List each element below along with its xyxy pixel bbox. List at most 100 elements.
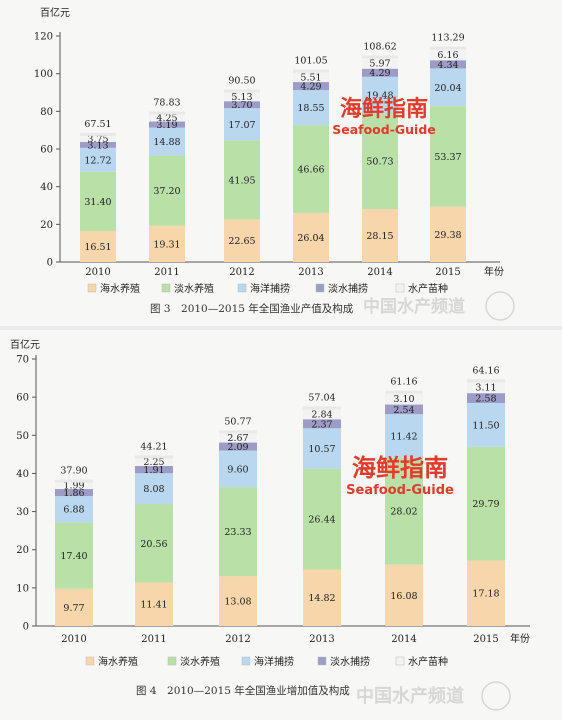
bar-value-label: 2.58 (475, 394, 496, 405)
legend-swatch (315, 283, 325, 293)
watermark-text-en: Seafood-Guide (346, 483, 454, 498)
legend-label: 海水养殖 (100, 282, 140, 295)
bar-value-label: 20.56 (140, 539, 167, 550)
bar-value-label: 19.48 (366, 91, 393, 102)
bar-value-label: 14.82 (308, 593, 335, 604)
y-axis-unit-label: 百亿元 (10, 338, 40, 351)
bar-top-cap (55, 479, 93, 483)
bar-segment (149, 121, 185, 128)
x-tick-label: 2010 (61, 634, 86, 645)
bar-value-label: 5.97 (369, 59, 390, 70)
bar-top-cap (149, 111, 185, 115)
bar-value-label: 9.77 (63, 603, 84, 614)
bar-segment (135, 457, 173, 466)
chart-panel-value-added: 百亿元 0 10 20 30 40 50 60 70 9.77 17.40 6.88 1.86 1.99 3… (0, 330, 562, 720)
legend-label: 水产苗种 (408, 282, 448, 295)
y-tick-label: 20 (40, 220, 53, 231)
bar-value-label: 2.54 (393, 405, 414, 416)
bar-value-label: 3.75 (87, 134, 108, 145)
legend-label: 海洋捕捞 (250, 282, 290, 295)
bar-value-label: 8.08 (143, 484, 164, 495)
bar-total-label: 37.90 (60, 465, 87, 476)
bar-segment (55, 522, 93, 589)
bar-value-label: 1.86 (63, 488, 84, 499)
bar-segment (219, 442, 257, 451)
bar-value-label: 3.11 (475, 383, 496, 394)
bar-segment (293, 71, 329, 83)
chart-panel-production-value: 百亿元 0 20 40 60 80 100 120 16.51 31.40 12.72 3.13 3.7… (0, 0, 562, 326)
bar-value-label: 19.31 (153, 239, 180, 250)
bar-total-label: 101.05 (294, 56, 327, 67)
bar-segment (303, 468, 341, 570)
bar-value-label: 23.33 (224, 527, 251, 538)
bar-value-label: 31.40 (84, 197, 111, 208)
bar-value-label: 28.15 (366, 231, 393, 242)
bar-top-cap (303, 406, 341, 410)
bar-segment (224, 108, 260, 141)
bar-value-label: 29.38 (434, 230, 461, 241)
bar-segment (303, 419, 341, 429)
bar-value-label: 2.37 (311, 419, 332, 430)
bar-value-label: 16.51 (84, 242, 111, 253)
bar-value-label: 13.08 (224, 597, 251, 608)
bar-value-label: 12.72 (84, 155, 111, 166)
bar-segment (293, 212, 329, 262)
bar-value-label: 5.13 (231, 92, 252, 103)
bar-segment (303, 569, 341, 626)
legend-swatch (395, 283, 405, 293)
bar-segment (80, 230, 116, 262)
bar-segment (219, 432, 257, 443)
y-axis-unit-label: 百亿元 (40, 6, 70, 19)
bar-segment (303, 428, 341, 469)
bar-segment (467, 402, 505, 447)
bar-value-label: 2.25 (143, 457, 164, 468)
bar-value-label: 46.66 (297, 165, 324, 176)
bar-segment (430, 48, 466, 61)
watermark-logo-text: 中国水产频道 (363, 296, 465, 317)
bar-segment (55, 489, 93, 497)
bar-top-cap (219, 430, 257, 434)
bar-value-label: 53.37 (434, 152, 461, 163)
legend-swatch (237, 283, 247, 293)
bar-segment (80, 141, 116, 148)
x-tick-label: 2013 (309, 634, 334, 645)
y-tick-label: 30 (16, 507, 29, 518)
bar-value-label: 4.34 (437, 60, 458, 71)
bar-segment (219, 576, 257, 626)
x-axis-unit-label: 年份 (484, 265, 504, 278)
bar-value-label: 1.99 (63, 481, 84, 492)
bar-total-label: 44.21 (140, 441, 167, 452)
legend-swatch (87, 283, 97, 293)
legend-label: 淡水捕捞 (328, 282, 368, 295)
legend-swatch (395, 656, 405, 666)
bar-segment (149, 113, 185, 122)
bar-value-label: 26.04 (297, 233, 324, 244)
legend-swatch (167, 656, 177, 666)
bar-segment (135, 504, 173, 583)
legend-label: 水产苗种 (408, 655, 448, 668)
x-tick-label: 2015 (473, 634, 498, 645)
bar-segment (224, 91, 260, 102)
bar-segment (362, 76, 398, 114)
bar-value-label: 6.88 (63, 505, 84, 516)
bar-top-cap (135, 455, 173, 459)
legend-label: 淡水捕捞 (330, 655, 370, 668)
bar-segment (430, 206, 466, 262)
bar-segment (467, 381, 505, 394)
bar-total-label: 67.51 (84, 119, 111, 130)
bar-segment (430, 60, 466, 69)
bar-segment (467, 393, 505, 403)
legend-swatch (317, 656, 327, 666)
y-tick-label: 60 (40, 145, 53, 156)
y-tick-label: 0 (23, 622, 29, 633)
bar-value-label: 50.73 (366, 157, 393, 168)
bar-value-label: 29.79 (472, 499, 499, 510)
legend-label: 海水养殖 (98, 655, 138, 668)
bar-segment (467, 560, 505, 626)
figure-caption: 图 3 2010—2015 年全国渔业产值及构成 (150, 302, 354, 315)
watermark-text-cn: 海鲜指南 (340, 96, 428, 122)
bar-segment (55, 496, 93, 523)
watermark-text-en: Seafood-Guide (332, 122, 436, 137)
bar-segment (362, 68, 398, 77)
bar-segment (149, 225, 185, 262)
